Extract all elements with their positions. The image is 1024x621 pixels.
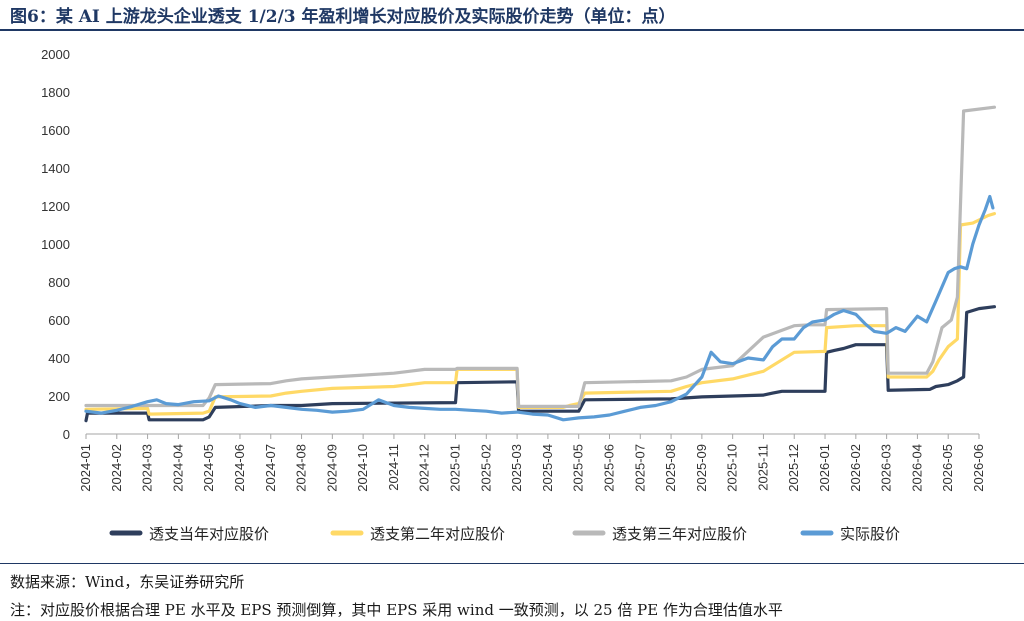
y-tick-label: 1200 bbox=[41, 199, 70, 214]
y-tick-label: 200 bbox=[48, 389, 70, 404]
x-tick-label: 2024-06 bbox=[232, 444, 247, 492]
x-tick-label: 2025-12 bbox=[786, 444, 801, 492]
legend-label-1: 透支当年对应股价 bbox=[149, 525, 269, 543]
series-layer bbox=[84, 105, 996, 423]
series-line-4 bbox=[84, 194, 995, 422]
x-tick-label: 2024-01 bbox=[78, 444, 93, 492]
legend-label-4: 实际股价 bbox=[840, 525, 900, 543]
x-tick-label: 2025-06 bbox=[601, 444, 616, 492]
line-chart: 0 200 400 600 800 1000 1200 1400 1600 1800 2000 20… bbox=[41, 47, 996, 543]
x-axis: 2024-01 2024-02 2024-03 2024-04 2024-05 2024-… bbox=[78, 433, 986, 492]
series-line-1 bbox=[84, 305, 996, 423]
bottom-rule bbox=[0, 563, 1024, 564]
x-tick-label: 2025-03 bbox=[509, 444, 524, 492]
x-tick-label: 2026-05 bbox=[940, 444, 955, 492]
x-tick-label: 2024-12 bbox=[417, 444, 432, 492]
x-tick-label: 2024-09 bbox=[324, 444, 339, 492]
x-tick-label: 2025-05 bbox=[571, 444, 586, 492]
y-tick-label: 1400 bbox=[41, 161, 70, 176]
x-tick-label: 2025-07 bbox=[632, 444, 647, 492]
footnote: 注：对应股价根据合理 PE 水平及 EPS 预测倒算，其中 EPS 采用 win… bbox=[10, 601, 783, 619]
series-line-3 bbox=[84, 105, 996, 408]
x-tick-label: 2024-08 bbox=[294, 444, 309, 492]
x-tick-label: 2024-10 bbox=[355, 444, 370, 492]
legend-label-2: 透支第二年对应股价 bbox=[370, 525, 505, 543]
x-tick-label: 2025-02 bbox=[478, 444, 493, 492]
top-rule bbox=[0, 29, 1024, 31]
y-tick-label: 400 bbox=[48, 351, 70, 366]
x-tick-label: 2024-04 bbox=[170, 444, 185, 492]
y-tick-label: 1800 bbox=[41, 85, 70, 100]
x-tick-label: 2024-03 bbox=[140, 444, 155, 492]
x-tick-label: 2024-07 bbox=[263, 444, 278, 492]
series-line-2 bbox=[84, 212, 996, 416]
x-tick-label: 2024-11 bbox=[386, 444, 401, 491]
x-tick-label: 2024-05 bbox=[201, 444, 216, 492]
y-tick-label: 1000 bbox=[41, 237, 70, 252]
x-tick-label: 2026-04 bbox=[909, 444, 924, 492]
x-tick-label: 2025-04 bbox=[540, 444, 555, 492]
y-tick-label: 2000 bbox=[41, 47, 70, 62]
y-tick-label: 0 bbox=[63, 427, 70, 442]
x-tick-label: 2025-11 bbox=[755, 444, 770, 491]
chart-title: 图6：某 AI 上游龙头企业透支 1/2/3 年盈利增长对应股价及实际股价走势（… bbox=[10, 7, 676, 27]
x-tick-label: 2025-01 bbox=[448, 444, 463, 492]
x-tick-label: 2025-09 bbox=[694, 444, 709, 492]
x-tick-label: 2026-06 bbox=[971, 444, 986, 492]
legend-label-3: 透支第三年对应股价 bbox=[612, 525, 747, 543]
y-tick-label: 600 bbox=[48, 313, 70, 328]
y-tick-label: 1600 bbox=[41, 123, 70, 138]
x-tick-label: 2025-10 bbox=[725, 444, 740, 492]
x-tick-label: 2026-03 bbox=[879, 444, 894, 492]
source-note: 数据来源：Wind，东吴证券研究所 bbox=[10, 573, 245, 591]
x-tick-label: 2026-02 bbox=[848, 444, 863, 492]
y-tick-label: 800 bbox=[48, 275, 70, 290]
x-tick-label: 2024-02 bbox=[109, 444, 124, 492]
x-tick-label: 2025-08 bbox=[663, 444, 678, 492]
legend: 透支当年对应股价 透支第二年对应股价 透支第三年对应股价 实际股价 bbox=[109, 525, 900, 543]
x-tick-label: 2026-01 bbox=[817, 444, 832, 492]
y-axis: 0 200 400 600 800 1000 1200 1400 1600 1800 2000 bbox=[41, 47, 70, 442]
